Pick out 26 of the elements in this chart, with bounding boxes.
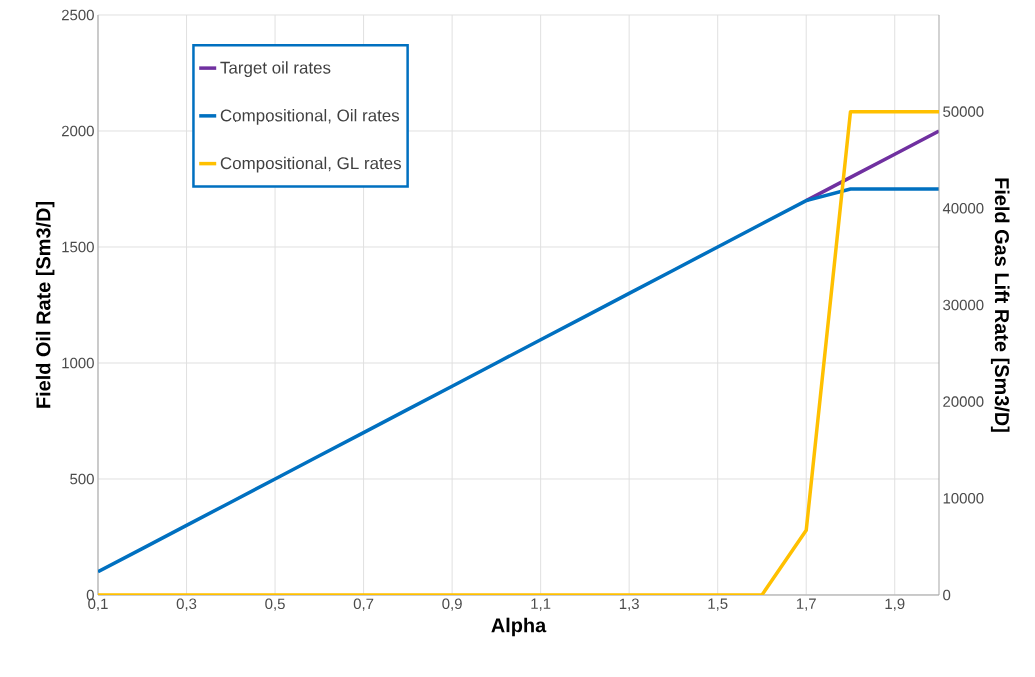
y2-tick-label: 10000 bbox=[943, 493, 984, 504]
y-axis-title: Field Oil Rate [Sm3/D] bbox=[35, 202, 55, 408]
x-tick-label: 1,5 bbox=[708, 598, 728, 611]
x-tick-label: 0,9 bbox=[442, 598, 462, 611]
x-axis-title: Alpha bbox=[491, 617, 547, 637]
legend-label: Target oil rates bbox=[220, 61, 331, 78]
y2-tick-label: 0 bbox=[943, 589, 951, 601]
y2-tick-label: 50000 bbox=[943, 106, 984, 117]
y-tick-label: 500 bbox=[70, 473, 94, 485]
legend-label: Compositional, Oil rates bbox=[220, 108, 400, 125]
x-tick-label: 0,7 bbox=[353, 598, 374, 611]
y-tick-label: 1500 bbox=[62, 241, 94, 253]
x-tick-label: 0,5 bbox=[265, 598, 285, 611]
y2-tick-label: 20000 bbox=[943, 396, 984, 407]
y-tick-label: 2000 bbox=[61, 125, 94, 137]
x-tick-label: 1,3 bbox=[619, 598, 639, 611]
y2-tick-label: 40000 bbox=[942, 203, 984, 214]
y-tick-label: 1000 bbox=[62, 357, 94, 369]
x-tick-label: 1,1 bbox=[531, 598, 551, 611]
x-tick-label: 1,7 bbox=[796, 598, 816, 611]
y2-tick-label: 30000 bbox=[943, 299, 984, 311]
y2-axis-title: Field Gas Lift Rate [Sm3/D] bbox=[990, 178, 1010, 432]
legend-label: Compositional, GL rates bbox=[220, 156, 401, 173]
x-tick-label: 0,3 bbox=[176, 598, 197, 611]
x-tick-label: 1,9 bbox=[885, 598, 905, 611]
y-tick-label: 2500 bbox=[61, 9, 94, 21]
